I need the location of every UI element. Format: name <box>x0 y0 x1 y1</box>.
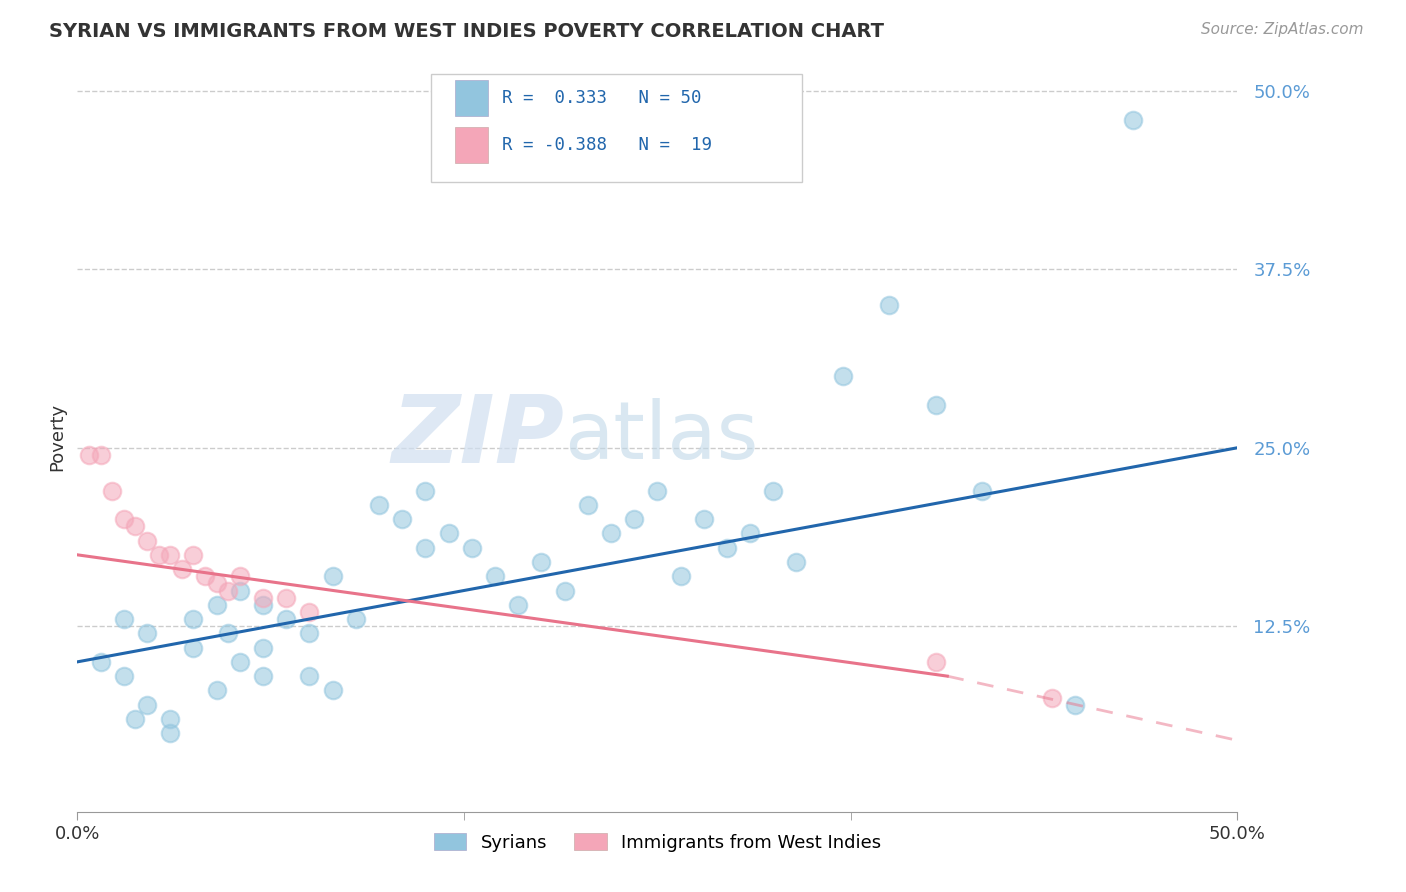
Point <box>1122 112 1144 127</box>
Point <box>925 655 948 669</box>
Point <box>391 512 413 526</box>
Point <box>785 555 807 569</box>
Point <box>183 548 205 562</box>
Point <box>112 512 135 526</box>
Y-axis label: Poverty: Poverty <box>48 403 66 471</box>
Point <box>90 448 111 462</box>
Point <box>506 598 529 612</box>
Point <box>298 626 321 640</box>
Point <box>693 512 716 526</box>
Point <box>217 583 239 598</box>
Point <box>183 612 205 626</box>
Point <box>274 612 298 626</box>
Point <box>740 526 762 541</box>
Point <box>124 712 146 726</box>
Point <box>252 598 274 612</box>
Point <box>228 583 252 598</box>
Text: R =  0.333   N = 50: R = 0.333 N = 50 <box>502 89 702 107</box>
Point <box>135 626 157 640</box>
Point <box>877 298 901 312</box>
Point <box>90 655 111 669</box>
Point <box>623 512 645 526</box>
Legend: Syrians, Immigrants from West Indies: Syrians, Immigrants from West Indies <box>426 826 889 859</box>
Bar <box>456 80 488 116</box>
Point <box>252 669 274 683</box>
Point <box>762 483 785 498</box>
Point <box>298 605 321 619</box>
Text: SYRIAN VS IMMIGRANTS FROM WEST INDIES POVERTY CORRELATION CHART: SYRIAN VS IMMIGRANTS FROM WEST INDIES PO… <box>49 22 884 41</box>
Point <box>413 541 436 555</box>
Point <box>647 483 669 498</box>
Point <box>217 626 239 640</box>
Point <box>576 498 599 512</box>
Text: atlas: atlas <box>565 398 759 476</box>
Point <box>228 655 252 669</box>
Point <box>344 612 367 626</box>
Text: Source: ZipAtlas.com: Source: ZipAtlas.com <box>1201 22 1364 37</box>
Point <box>368 498 391 512</box>
FancyBboxPatch shape <box>432 74 803 182</box>
Point <box>1040 690 1063 705</box>
Point <box>205 576 228 591</box>
Point <box>252 591 274 605</box>
Point <box>484 569 506 583</box>
Point <box>321 569 344 583</box>
Point <box>112 669 135 683</box>
Point <box>252 640 274 655</box>
Point <box>159 726 181 740</box>
Point <box>159 712 181 726</box>
Point <box>669 569 692 583</box>
Point <box>159 548 181 562</box>
Point <box>321 683 344 698</box>
Point <box>228 569 252 583</box>
Point <box>461 541 484 555</box>
Point <box>112 612 135 626</box>
Point <box>413 483 436 498</box>
Point <box>832 369 855 384</box>
Point <box>135 698 157 712</box>
Point <box>205 598 228 612</box>
Point <box>925 398 948 412</box>
Point <box>298 669 321 683</box>
Point <box>135 533 157 548</box>
Point <box>170 562 193 576</box>
Point <box>194 569 217 583</box>
Text: ZIP: ZIP <box>392 391 565 483</box>
Point <box>972 483 994 498</box>
Point <box>437 526 460 541</box>
Bar <box>456 128 488 163</box>
Point <box>101 483 124 498</box>
Point <box>183 640 205 655</box>
Point <box>148 548 170 562</box>
Point <box>716 541 738 555</box>
Text: R = -0.388   N =  19: R = -0.388 N = 19 <box>502 136 711 154</box>
Point <box>124 519 146 533</box>
Point <box>1063 698 1085 712</box>
Point <box>530 555 553 569</box>
Point <box>600 526 623 541</box>
Point <box>554 583 576 598</box>
Point <box>77 448 100 462</box>
Point <box>205 683 228 698</box>
Point <box>274 591 298 605</box>
